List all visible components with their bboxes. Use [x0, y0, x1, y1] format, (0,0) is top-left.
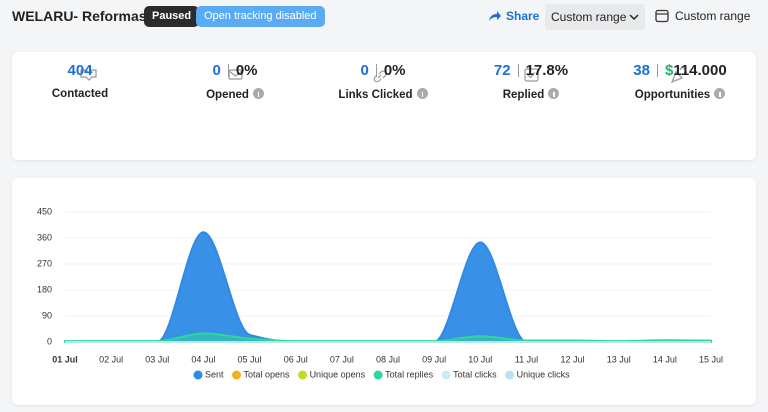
x-tick-label: 13 Jul — [607, 354, 631, 364]
stat-label: Opened — [206, 89, 249, 101]
stats-card — [12, 52, 756, 160]
y-tick-label: 360 — [37, 232, 52, 242]
series-area — [65, 231, 711, 343]
handshake-icon — [80, 69, 97, 81]
legend-swatch — [373, 370, 383, 380]
stat-value: 38 — [633, 62, 650, 79]
stat-percent: 0% — [235, 62, 258, 79]
stat-replied: 72 17.8% Replied — [457, 62, 605, 101]
stat-links: 0 0% Links Clicked — [309, 62, 457, 101]
campaign-title: WELARU- Reformas — [12, 8, 147, 24]
legend-swatch — [298, 370, 308, 380]
legend-swatch — [441, 370, 451, 380]
share-button[interactable]: Share — [488, 9, 539, 23]
tracking-badge: Open tracking disabled — [196, 6, 325, 27]
chart-card — [12, 178, 756, 405]
range-button[interactable]: Custom range — [655, 9, 750, 23]
stat-amount: 114.000 — [673, 62, 727, 79]
stat-label: Links Clicked — [338, 89, 413, 101]
calendar-icon — [655, 9, 669, 23]
stat-currency: $ — [664, 62, 674, 79]
legend-label: Unique clicks — [517, 369, 571, 379]
header-title-row: WELARU- Reformas — [12, 8, 163, 24]
x-tick-label: 04 Jul — [191, 354, 215, 364]
y-tick-label: 450 — [37, 206, 52, 216]
x-tick-label: 09 Jul — [422, 354, 446, 364]
check-icon — [524, 68, 539, 82]
stat-opened: 0 0% Opened — [161, 62, 309, 101]
x-tick-label: 03 Jul — [145, 354, 169, 364]
x-tick-label: 15 Jul — [699, 354, 723, 364]
mail-icon — [228, 69, 243, 80]
x-tick-label: 06 Jul — [284, 354, 308, 364]
y-tick-label: 180 — [37, 284, 52, 294]
range-select[interactable]: Custom range — [545, 4, 645, 30]
y-tick-label: 270 — [37, 258, 52, 268]
legend-label: Sent — [205, 369, 224, 379]
info-icon[interactable] — [548, 88, 560, 99]
y-tick-label: 0 — [47, 336, 52, 346]
stat-label: Opportunities — [634, 89, 711, 101]
x-tick-label: 02 Jul — [99, 354, 123, 364]
x-tick-label: 11 Jul — [515, 354, 538, 364]
y-tick-label: 90 — [42, 310, 52, 320]
stat-percent: 0% — [383, 62, 406, 79]
legend-label: Total opens — [244, 369, 291, 379]
share-icon — [489, 11, 501, 21]
stat-label: Contacted — [51, 88, 109, 100]
x-tick-label: 07 Jul — [330, 354, 354, 364]
info-icon[interactable] — [252, 88, 264, 99]
legend-label: Total clicks — [453, 369, 497, 379]
x-tick-label: 05 Jul — [238, 354, 262, 364]
stat-percent: 17.8% — [525, 62, 569, 79]
x-tick-label: 14 Jul — [653, 354, 677, 364]
legend-swatch — [505, 370, 515, 380]
stat-contacted: 404 Contacted — [6, 62, 154, 100]
x-tick-label: 12 Jul — [561, 354, 585, 364]
range-button-label: Custom range — [675, 9, 751, 23]
share-label: Share — [506, 9, 540, 23]
stat-label: Replied — [502, 89, 545, 101]
stat-value: 0 — [212, 62, 221, 79]
stat-value: 72 — [493, 62, 511, 79]
x-tick-label: 10 Jul — [468, 354, 492, 364]
legend-label: Total replies — [385, 369, 434, 379]
x-tick-label: 01 Jul — [52, 354, 78, 364]
stat-icons — [80, 66, 688, 84]
stat-value: 404 — [67, 62, 93, 79]
legend-swatch — [193, 370, 203, 380]
info-icon[interactable] — [416, 88, 428, 99]
x-tick-label: 08 Jul — [376, 354, 400, 364]
link-icon — [373, 70, 387, 83]
party-icon — [670, 66, 688, 84]
legend-swatch — [232, 370, 242, 380]
stat-value: 0 — [360, 62, 369, 79]
chart: 0 90 180 270 360 450 01 Jul 02 Jul 03 Jul 04 Jul 0… — [37, 206, 723, 380]
range-select-label: Custom range — [551, 10, 627, 24]
stat-opportunities: 38 $114.000 Opportunities — [606, 62, 754, 101]
chevron — [629, 14, 639, 21]
legend-label: Unique opens — [310, 369, 366, 379]
info-icon[interactable] — [714, 88, 726, 99]
status-badge: Paused — [144, 6, 200, 27]
